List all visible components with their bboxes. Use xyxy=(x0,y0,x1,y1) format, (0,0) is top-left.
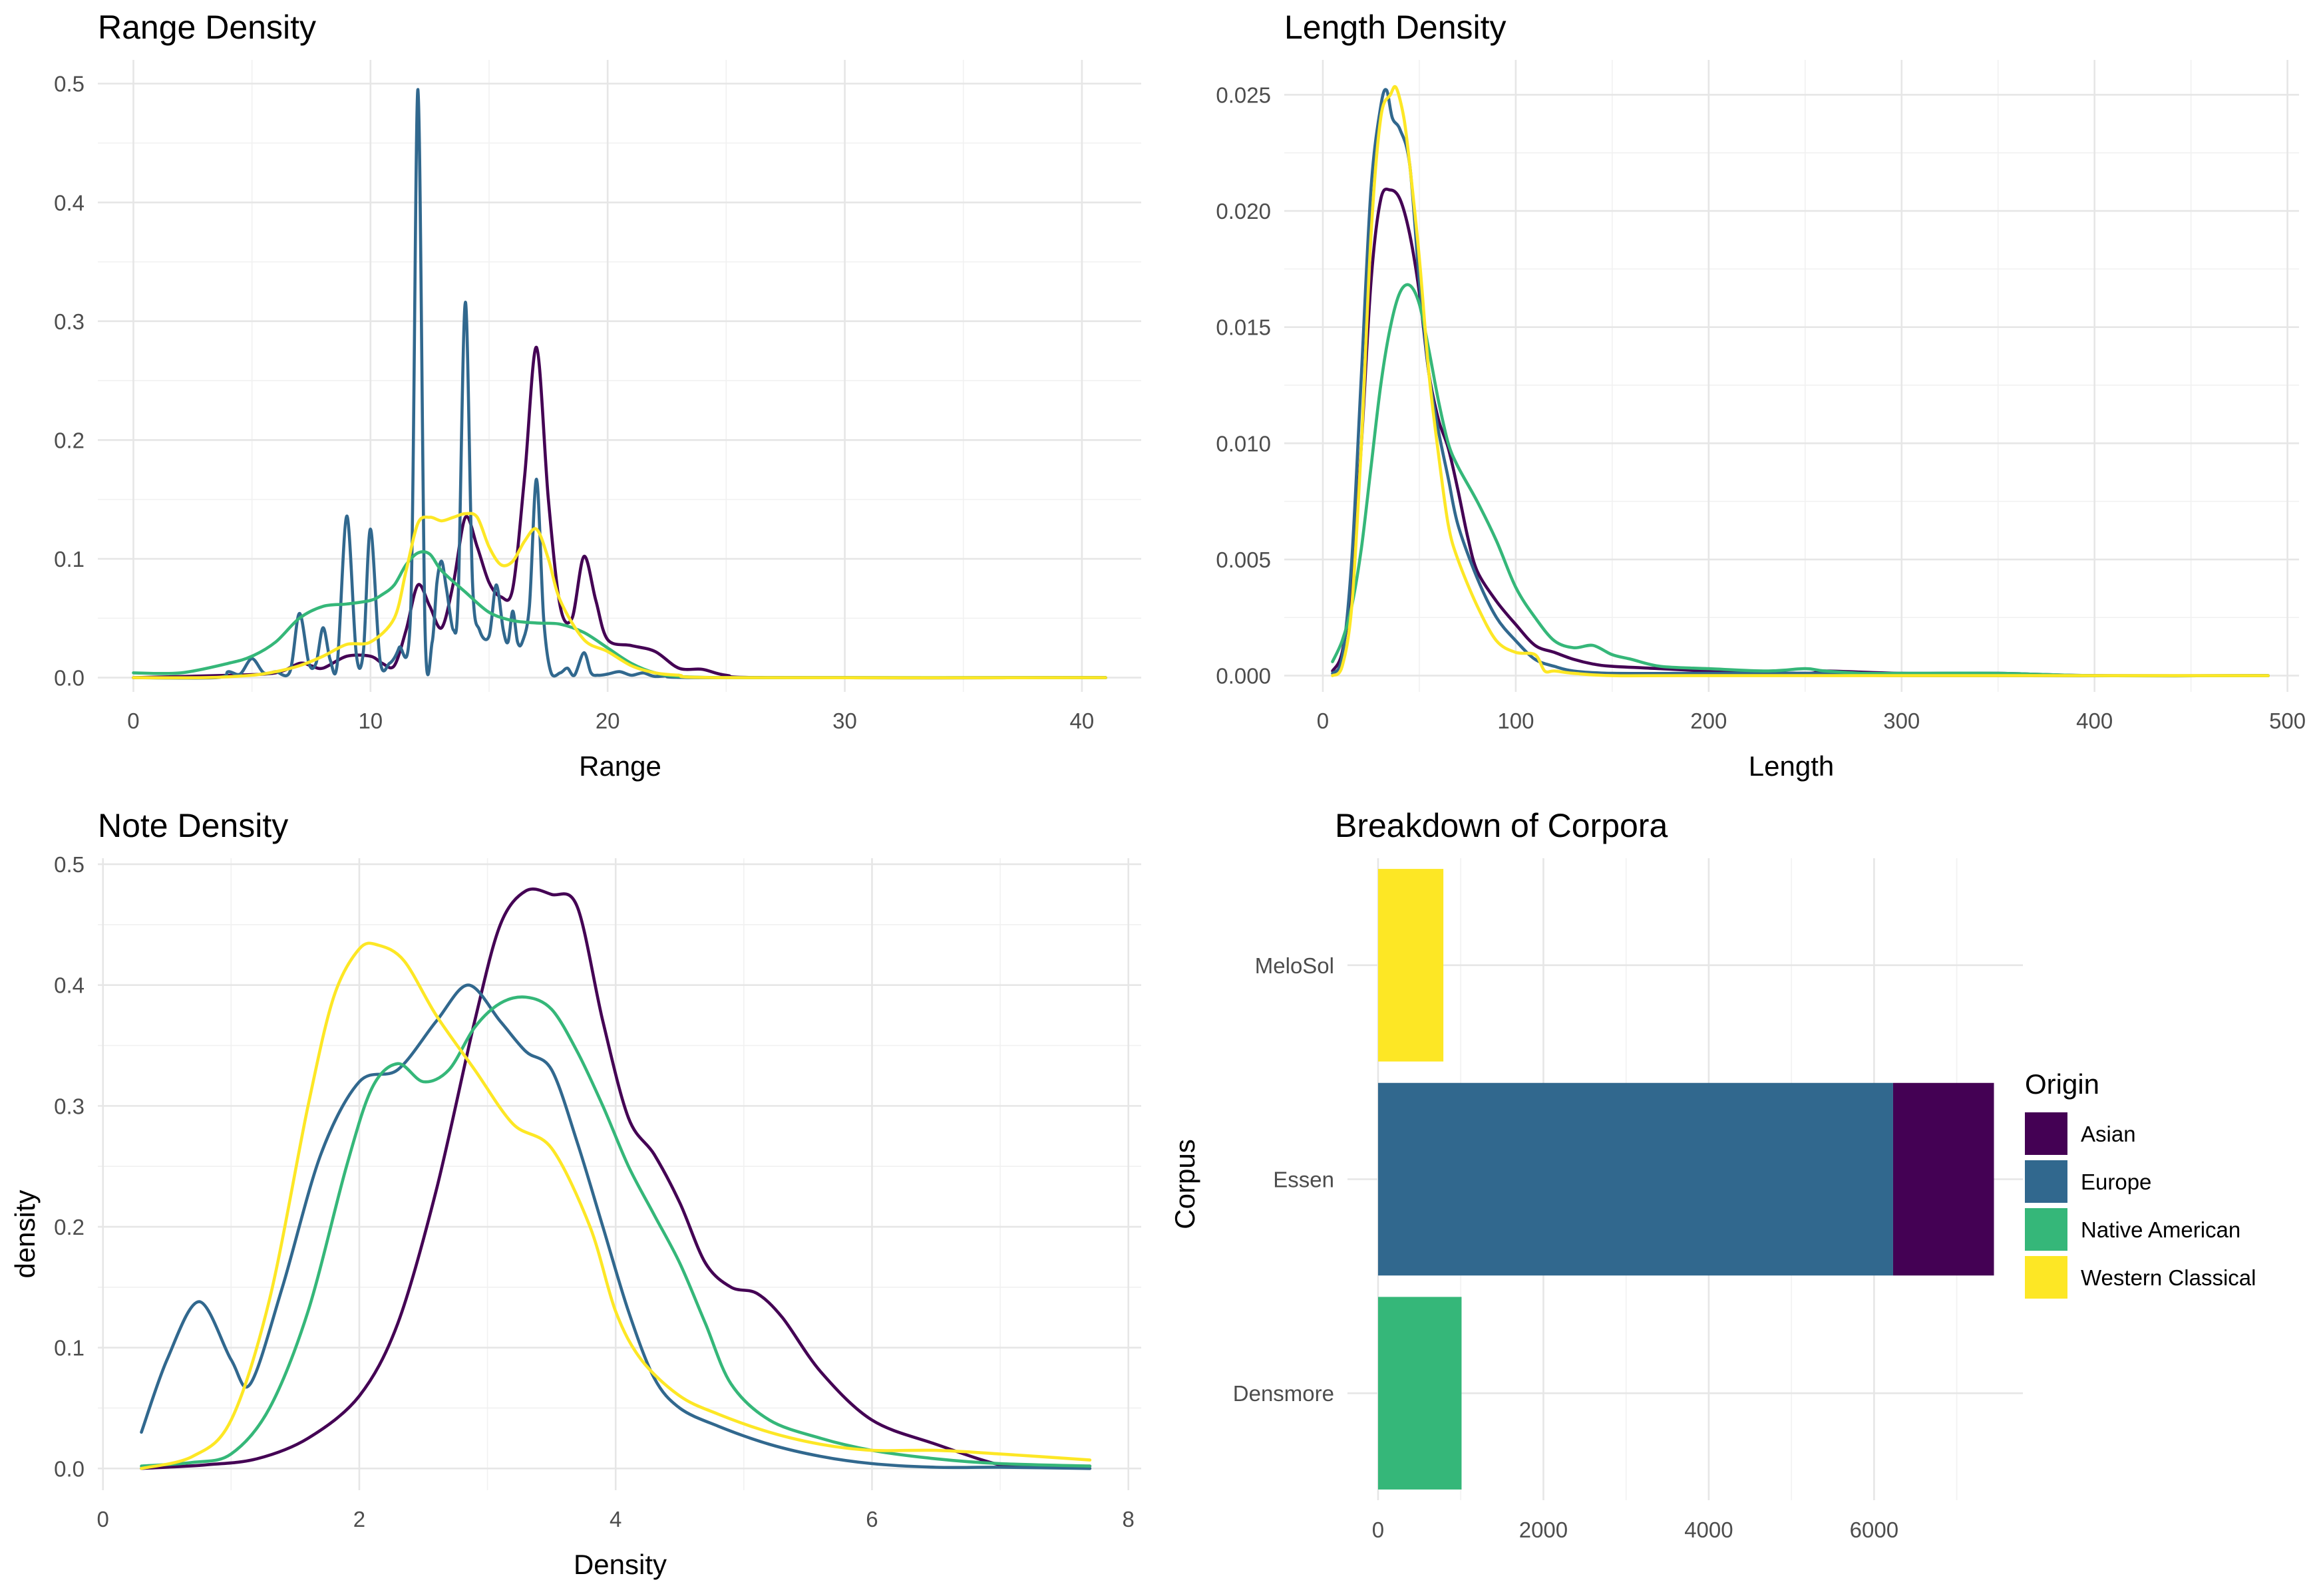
corpora-breakdown-category-label: Essen xyxy=(1273,1168,1334,1192)
corpora-breakdown-panel: Breakdown of Corpora 0 2000 4000 6000 MeloSo… xyxy=(1169,807,2256,1542)
range-density-title: Range Density xyxy=(98,9,316,46)
note-density-ytick-label: 0.5 xyxy=(54,852,85,877)
range-density-ytick-label: 0.2 xyxy=(54,428,85,452)
length-density-xtick-label: 300 xyxy=(1883,709,1920,733)
corpora-breakdown-bar-essen-asian xyxy=(1892,1082,1994,1276)
note-density-xtick-label: 8 xyxy=(1123,1507,1135,1531)
range-density-xlabel: Range xyxy=(579,750,661,782)
corpora-breakdown-xtick-label: 2000 xyxy=(1519,1517,1568,1542)
length-density-ytick-label: 0.020 xyxy=(1216,199,1271,224)
range-density-grid xyxy=(98,60,1141,692)
note-density-curves xyxy=(140,887,1092,1470)
corpora-breakdown-bar-melosol-western-classical xyxy=(1377,869,1444,1062)
range-density-ytick-label: 0.4 xyxy=(54,190,85,215)
corpora-breakdown-category-label: MeloSol xyxy=(1255,953,1334,978)
note-density-curve-native-american xyxy=(140,995,1092,1468)
note-density-ytick-label: 0.4 xyxy=(54,973,85,998)
range-density-ytick-label: 0.3 xyxy=(54,309,85,334)
corpora-breakdown-xtick-label: 4000 xyxy=(1684,1517,1733,1542)
length-density-ticks: 0 100 200 300 400 500 0.000 0.005 0.010 0.015 0.02… xyxy=(1216,82,2306,733)
legend-title: Origin xyxy=(2025,1068,2099,1100)
length-density-panel: Length Density 0 100 200 300 400 500 0.000 0.00… xyxy=(1216,9,2306,782)
range-density-curve-europe xyxy=(132,88,1107,680)
note-density-xtick-label: 2 xyxy=(353,1507,365,1531)
length-density-ytick-label: 0.025 xyxy=(1216,82,1271,107)
range-density-ytick-label: 0.1 xyxy=(54,547,85,571)
note-density-title: Note Density xyxy=(98,807,288,844)
legend-label-native-american: Native American xyxy=(2081,1217,2240,1242)
note-density-curve-western-classical xyxy=(140,941,1092,1470)
note-density-xtick-label: 6 xyxy=(866,1507,878,1531)
length-density-xtick-label: 500 xyxy=(2269,709,2306,733)
length-density-curves xyxy=(1331,84,2270,678)
legend-key-native-american xyxy=(2025,1208,2067,1251)
note-density-ylabel: density xyxy=(9,1190,41,1278)
length-density-ytick-label: 0.010 xyxy=(1216,431,1271,456)
length-density-xtick-label: 400 xyxy=(2076,709,2113,733)
origin-legend: Origin Asian Europe Native American Western… xyxy=(2025,1068,2256,1299)
note-density-ticks: 0 2 4 6 8 0.0 0.1 0.2 0.3 0.4 0.5 xyxy=(54,852,1135,1531)
note-density-grid xyxy=(98,858,1141,1490)
legend-key-europe xyxy=(2025,1160,2067,1203)
note-density-xtick-label: 0 xyxy=(97,1507,109,1531)
corpora-breakdown-category-label: Densmore xyxy=(1233,1381,1334,1406)
corpora-breakdown-xtick-label: 6000 xyxy=(1850,1517,1898,1542)
range-density-ytick-label: 0.0 xyxy=(54,666,85,691)
length-density-xtick-label: 0 xyxy=(1317,709,1329,733)
range-density-xtick-label: 20 xyxy=(596,709,620,733)
note-density-curve-asian xyxy=(140,887,1092,1470)
range-density-curve-western-classical xyxy=(132,512,1107,680)
length-density-curve-asian xyxy=(1331,187,2270,678)
length-density-ytick-label: 0.000 xyxy=(1216,664,1271,689)
note-density-xtick-label: 4 xyxy=(610,1507,622,1531)
length-density-curve-western-classical xyxy=(1331,84,2270,678)
note-density-ytick-label: 0.2 xyxy=(54,1215,85,1239)
length-density-grid xyxy=(1284,60,2299,692)
length-density-xtick-label: 100 xyxy=(1497,709,1534,733)
range-density-panel: Range Density 0 10 20 30 40 0.0 0.1 0.2 0.3 0.4 0.… xyxy=(54,9,1141,782)
range-density-curve-asian xyxy=(132,345,1107,680)
length-density-ytick-label: 0.005 xyxy=(1216,548,1271,572)
range-density-curves xyxy=(132,88,1107,680)
length-density-xtick-label: 200 xyxy=(1690,709,1727,733)
legend-label-western-classical: Western Classical xyxy=(2081,1265,2256,1290)
note-density-ytick-label: 0.3 xyxy=(54,1094,85,1118)
note-density-ytick-label: 0.0 xyxy=(54,1456,85,1481)
length-density-title: Length Density xyxy=(1284,9,1507,46)
length-density-curve-europe xyxy=(1331,88,2270,678)
legend-key-western-classical xyxy=(2025,1256,2067,1299)
corpora-breakdown-ylabel: Corpus xyxy=(1169,1139,1200,1229)
range-density-xtick-label: 30 xyxy=(832,709,857,733)
legend-label-europe: Europe xyxy=(2081,1170,2151,1194)
corpora-breakdown-bar-essen-europe xyxy=(1377,1082,1893,1276)
note-density-ytick-label: 0.1 xyxy=(54,1336,85,1360)
note-density-curve-europe xyxy=(140,983,1092,1470)
range-density-xtick-label: 40 xyxy=(1070,709,1095,733)
range-density-xtick-label: 0 xyxy=(127,709,139,733)
corpora-breakdown-xtick-label: 0 xyxy=(1372,1517,1384,1542)
range-density-xtick-label: 10 xyxy=(358,709,383,733)
legend-key-asian xyxy=(2025,1112,2067,1155)
range-density-ticks: 0 10 20 30 40 0.0 0.1 0.2 0.3 0.4 0.5 xyxy=(54,72,1094,733)
length-density-xlabel: Length xyxy=(1749,750,1834,782)
length-density-ytick-label: 0.015 xyxy=(1216,315,1271,340)
note-density-panel: Note Density 0 2 4 6 8 0.0 0.1 0.2 0.3 0.4 0.5 Den… xyxy=(9,807,1141,1580)
legend-label-asian: Asian xyxy=(2081,1122,2136,1146)
corpora-breakdown-title: Breakdown of Corpora xyxy=(1335,807,1668,844)
length-density-curve-native-american xyxy=(1331,283,2270,678)
corpora-breakdown-bars xyxy=(1377,869,1994,1490)
note-density-xlabel: Density xyxy=(574,1549,667,1580)
range-density-ytick-label: 0.5 xyxy=(54,72,85,96)
corpora-breakdown-bar-densmore-native-american xyxy=(1377,1297,1462,1490)
corpora-breakdown-ticks: 0 2000 4000 6000 MeloSol Essen Densmore xyxy=(1233,953,1898,1542)
